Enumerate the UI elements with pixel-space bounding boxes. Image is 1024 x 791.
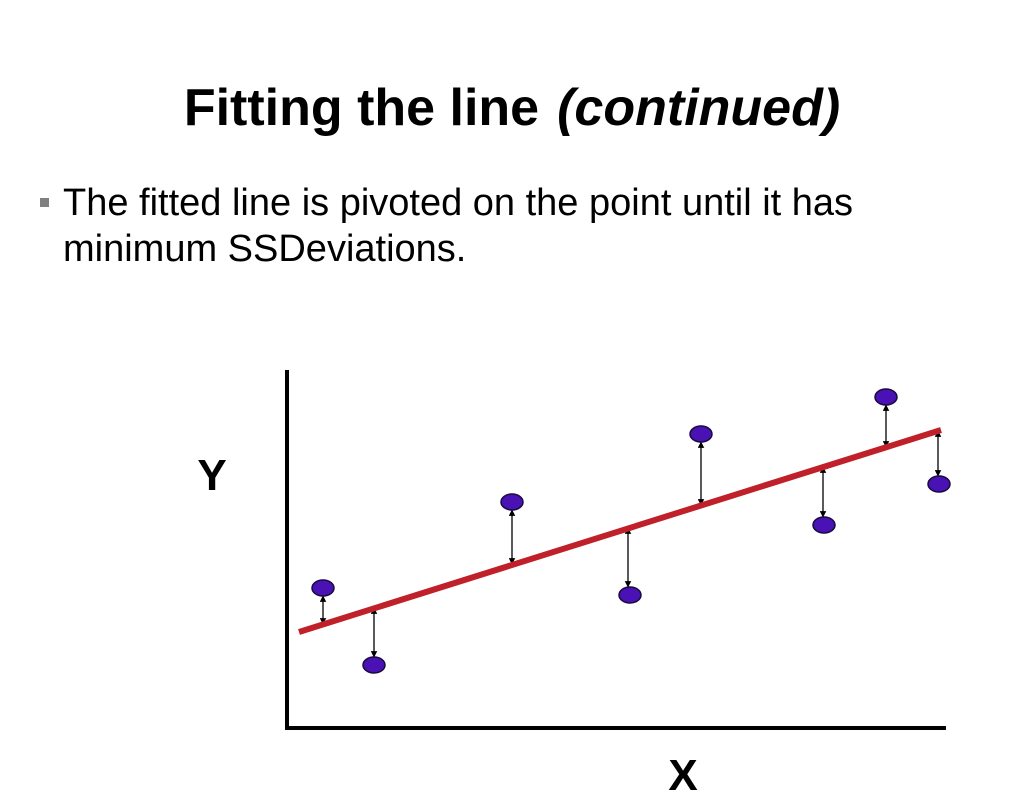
point [812,516,836,534]
point [362,656,386,674]
y-axis-label: Y [197,451,226,500]
x-axis-label: X [668,751,697,791]
bullet-mark [40,198,49,207]
points [311,388,951,674]
fitted-line [298,427,942,635]
bullet-line: The fitted line is pivoted on the point … [63,182,854,224]
title-text: Fitting the line [183,79,540,137]
deviations [319,404,942,658]
point [689,425,713,443]
point [874,388,898,406]
point [927,475,951,493]
bullet-line: minimum SSDeviations. [63,228,467,270]
bullet: The fitted line is pivoted on the point … [0,180,1024,272]
title-emphasis: (continued) [557,79,841,137]
point [618,586,642,604]
point [500,493,524,511]
slide-title: Fitting the line (continued) [0,78,1024,138]
point [311,579,335,597]
